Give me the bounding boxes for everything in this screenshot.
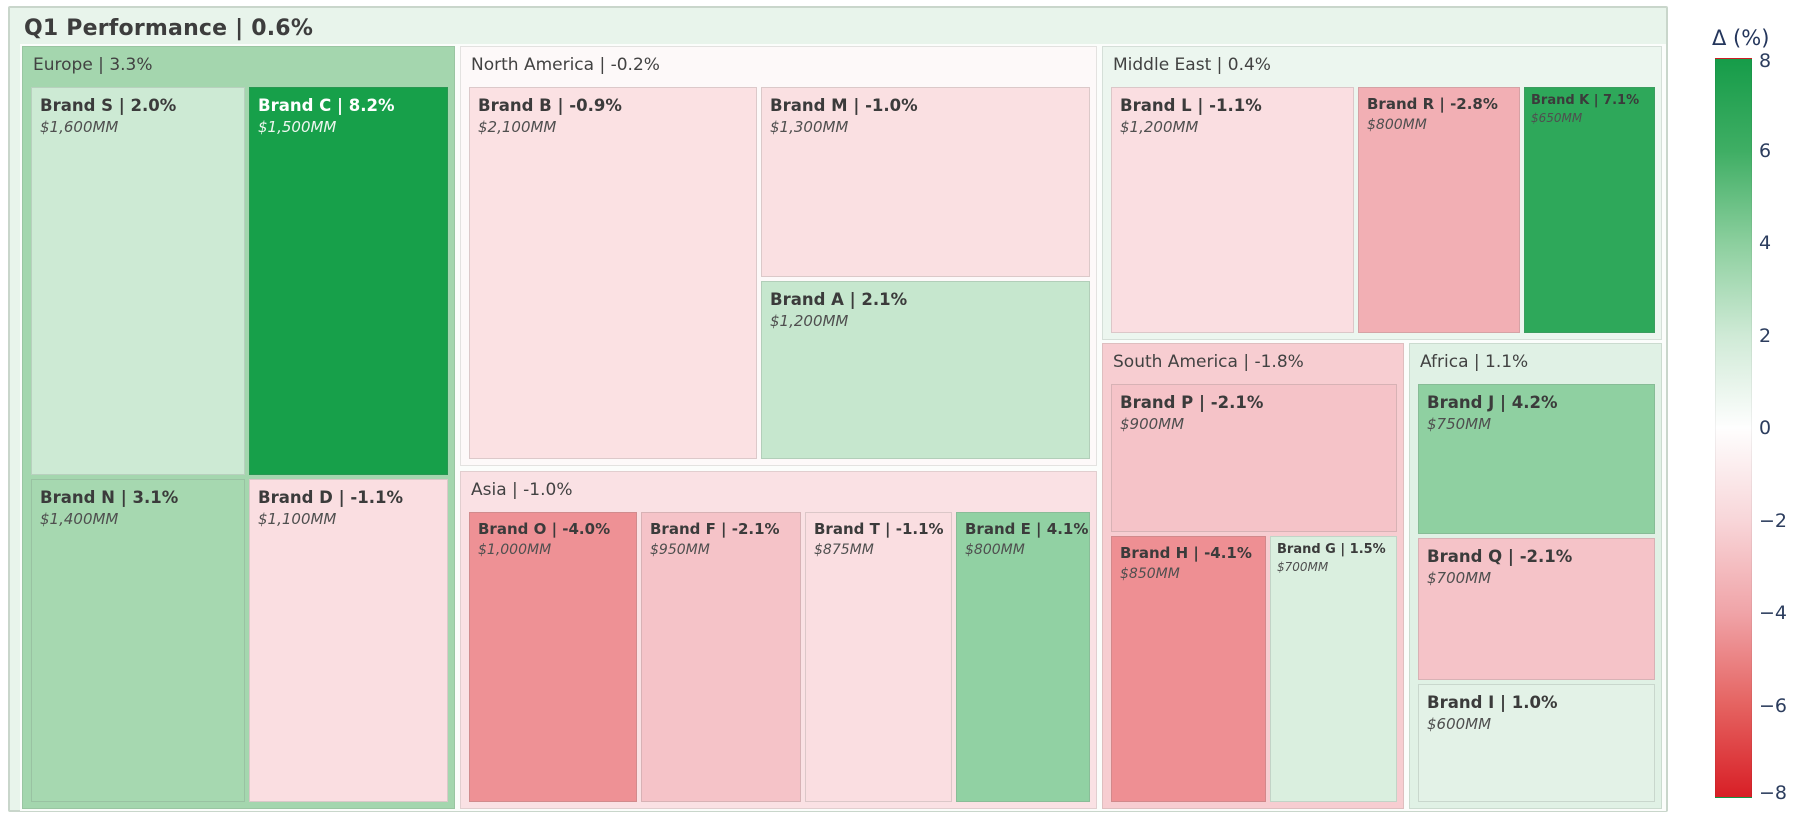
region-label-middle-east: Middle East | 0.4%: [1113, 55, 1271, 75]
tile-brand-s[interactable]: Brand S | 2.0% $1,600MM: [31, 87, 245, 475]
tile-brand-l[interactable]: Brand L | -1.1% $1,200MM: [1111, 87, 1354, 333]
tile-brand-m[interactable]: Brand M | -1.0% $1,300MM: [761, 87, 1090, 277]
tile-brand-e[interactable]: Brand E | 4.1% $800MM: [956, 512, 1090, 802]
tile-brand-p[interactable]: Brand P | -2.1% $900MM: [1111, 384, 1397, 532]
region-label-south-america: South America | -1.8%: [1113, 352, 1304, 372]
tile-brand-t[interactable]: Brand T | -1.1% $875MM: [805, 512, 952, 802]
region-middle-east[interactable]: Middle East | 0.4% Brand L | -1.1% $1,20…: [1102, 46, 1662, 340]
legend-title: Δ (%): [1712, 26, 1770, 50]
tile-brand-b[interactable]: Brand B | -0.9% $2,100MM: [469, 87, 757, 459]
tile-brand-k[interactable]: Brand K | 7.1% $650MM: [1524, 87, 1655, 333]
colorbar-gradient: [1715, 58, 1752, 798]
region-label-europe: Europe | 3.3%: [33, 55, 153, 75]
colorbar-tick: −4: [1759, 602, 1788, 624]
colorbar-tick: 8: [1759, 50, 1772, 72]
colorbar-tick: −6: [1759, 695, 1788, 717]
colorbar-tick: 6: [1759, 140, 1772, 162]
colorbar-tick: 4: [1759, 232, 1772, 254]
region-europe[interactable]: Europe | 3.3% Brand S | 2.0% $1,600MM Br…: [22, 46, 455, 809]
chart-card: Q1 Performance | 0.6% Europe | 3.3% Bran…: [8, 6, 1668, 812]
tile-brand-j[interactable]: Brand J | 4.2% $750MM: [1418, 384, 1655, 534]
tile-brand-q[interactable]: Brand Q | -2.1% $700MM: [1418, 538, 1655, 680]
tile-brand-n[interactable]: Brand N | 3.1% $1,400MM: [31, 479, 245, 802]
region-asia[interactable]: Asia | -1.0% Brand O | -4.0% $1,000MM Br…: [460, 471, 1097, 809]
tile-brand-f[interactable]: Brand F | -2.1% $950MM: [641, 512, 801, 802]
colorbar-tick: 2: [1759, 325, 1772, 347]
region-south-america[interactable]: South America | -1.8% Brand P | -2.1% $9…: [1102, 343, 1404, 809]
colorbar-tick: −2: [1759, 510, 1788, 532]
tile-brand-i[interactable]: Brand I | 1.0% $600MM: [1418, 684, 1655, 802]
tile-brand-r[interactable]: Brand R | -2.8% $800MM: [1358, 87, 1520, 333]
tile-brand-c[interactable]: Brand C | 8.2% $1,500MM: [249, 87, 448, 475]
chart-title: Q1 Performance | 0.6%: [24, 16, 314, 41]
tile-brand-a[interactable]: Brand A | 2.1% $1,200MM: [761, 281, 1090, 459]
tile-brand-h[interactable]: Brand H | -4.1% $850MM: [1111, 536, 1266, 802]
treemap-plot: Europe | 3.3% Brand S | 2.0% $1,600MM Br…: [20, 44, 1666, 811]
region-label-north-america: North America | -0.2%: [471, 55, 660, 75]
region-north-america[interactable]: North America | -0.2% Brand B | -0.9% $2…: [460, 46, 1097, 466]
tile-brand-d[interactable]: Brand D | -1.1% $1,100MM: [249, 479, 448, 802]
region-label-asia: Asia | -1.0%: [471, 480, 573, 500]
tile-brand-g[interactable]: Brand G | 1.5% $700MM: [1270, 536, 1397, 802]
colorbar-tick: 0: [1759, 417, 1772, 439]
tile-brand-o[interactable]: Brand O | -4.0% $1,000MM: [469, 512, 637, 802]
colorbar-tick: −8: [1759, 782, 1788, 804]
region-label-africa: Africa | 1.1%: [1420, 352, 1529, 372]
region-africa[interactable]: Africa | 1.1% Brand J | 4.2% $750MM Bran…: [1409, 343, 1662, 809]
